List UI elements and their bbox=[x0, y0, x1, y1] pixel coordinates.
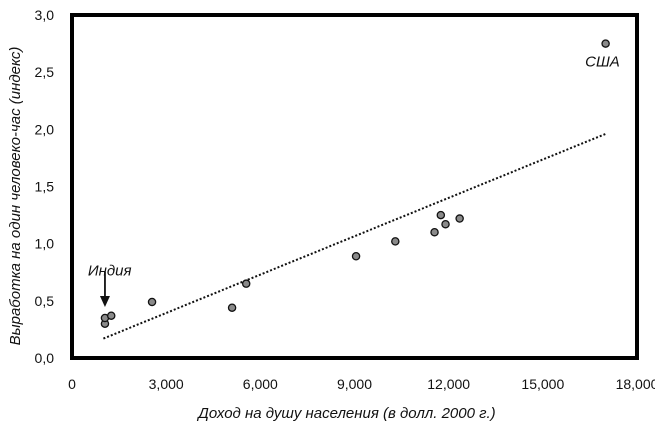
annotation-label: Индия bbox=[88, 263, 132, 280]
y-tick-label: 0,5 bbox=[35, 293, 55, 309]
y-axis-title: Выработка на один человеко-час (индекс) bbox=[7, 47, 24, 346]
y-tick-label: 3,0 bbox=[35, 7, 55, 23]
trendline-layer bbox=[103, 132, 606, 340]
plot-frame bbox=[70, 13, 639, 360]
annotations: США Индия bbox=[88, 53, 620, 307]
data-points bbox=[100, 39, 610, 328]
y-tick-label: 1,0 bbox=[35, 236, 55, 252]
data-point bbox=[351, 251, 361, 261]
x-tick-label: 15,000 bbox=[521, 376, 564, 392]
x-tick-label: 0 bbox=[68, 376, 76, 392]
x-tick-label: 3,000 bbox=[149, 376, 184, 392]
x-tick-label: 12,000 bbox=[427, 376, 470, 392]
data-point bbox=[391, 237, 400, 246]
trendline bbox=[103, 132, 606, 340]
annotation-label: США bbox=[585, 53, 620, 70]
data-point bbox=[147, 297, 157, 307]
y-tick-label: 0,0 bbox=[35, 350, 55, 366]
y-tick-label: 1,5 bbox=[35, 179, 55, 195]
data-point bbox=[430, 227, 439, 237]
x-axis-title: Доход на душу населения (в долл. 2000 г.… bbox=[196, 405, 495, 422]
data-point bbox=[227, 303, 237, 312]
y-tick-label: 2,5 bbox=[35, 64, 55, 80]
x-tick-label: 6,000 bbox=[243, 376, 278, 392]
tick-labels: 0 3,000 6,000 9,000 12,000 15,000 18,000 0,0 0,5… bbox=[35, 7, 655, 392]
data-point bbox=[241, 279, 251, 288]
data-point bbox=[441, 219, 450, 229]
x-tick-label: 9,000 bbox=[337, 376, 372, 392]
y-tick-label: 2,0 bbox=[35, 121, 55, 137]
data-point bbox=[601, 39, 610, 48]
annotation-arrowhead bbox=[99, 296, 110, 307]
data-point bbox=[436, 210, 446, 220]
data-point bbox=[455, 214, 464, 223]
x-tick-label: 18,000 bbox=[616, 376, 655, 392]
data-point bbox=[106, 311, 116, 320]
